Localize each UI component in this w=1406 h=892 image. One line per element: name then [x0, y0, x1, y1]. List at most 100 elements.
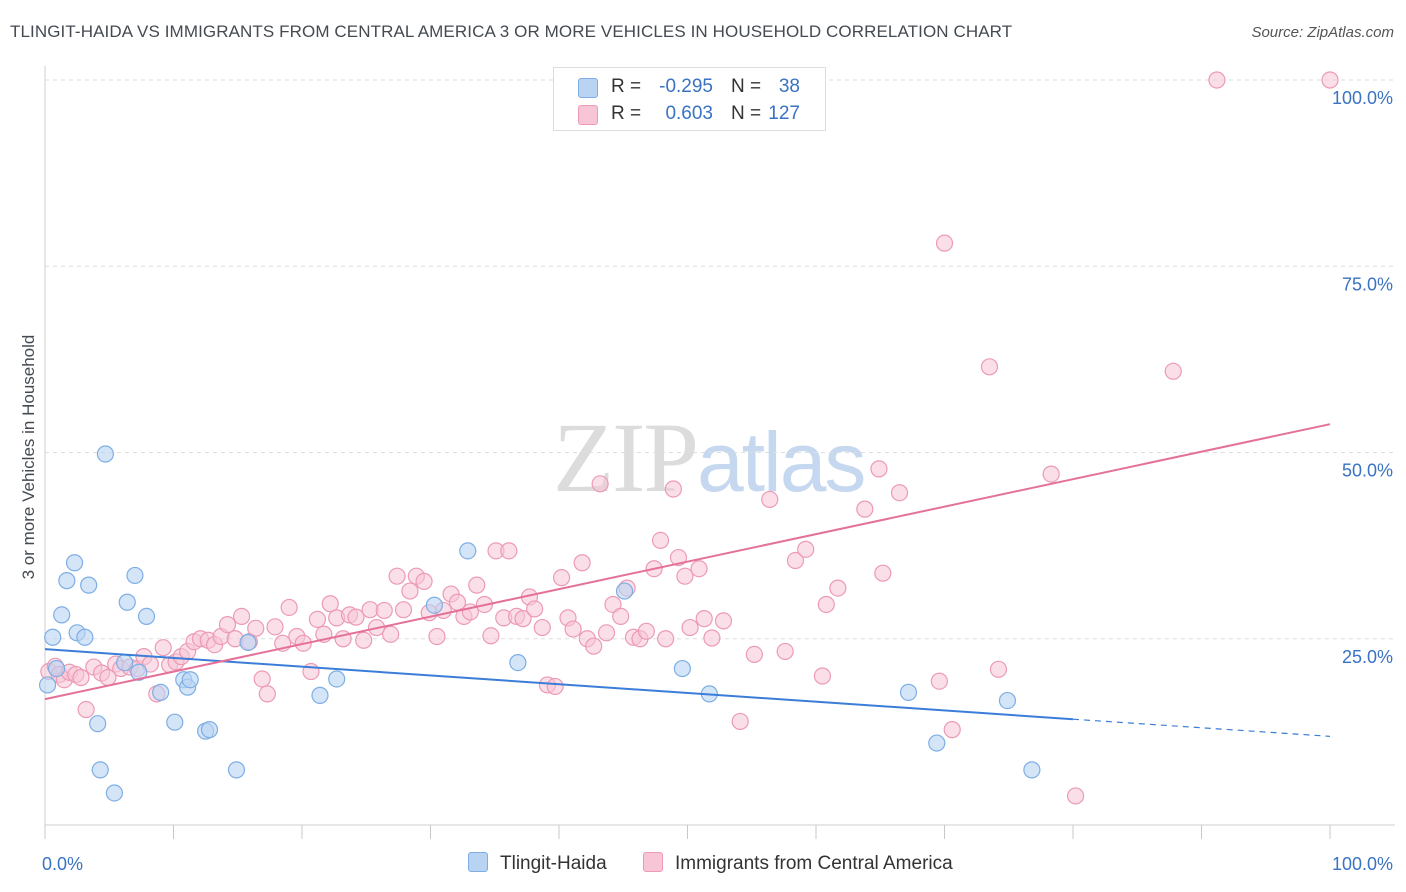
data-point-immigrants — [856, 500, 874, 518]
data-point-immigrants — [552, 569, 571, 587]
data-point-immigrants — [1321, 71, 1339, 89]
legend-row-immigrants: R = 0.603 N = 127 — [554, 101, 825, 127]
data-point-immigrants — [77, 700, 95, 719]
data-point-tlingit — [53, 606, 71, 624]
data-point-immigrants — [870, 460, 888, 478]
data-point-tlingit — [96, 445, 114, 463]
series-tlingit-points — [38, 445, 1041, 802]
data-point-immigrants — [681, 618, 699, 637]
data-point-immigrants — [308, 610, 327, 628]
data-point-immigrants — [585, 637, 603, 655]
data-point-immigrants — [375, 601, 393, 620]
data-point-tlingit — [311, 686, 329, 704]
data-point-immigrants — [669, 548, 688, 567]
data-point-immigrants — [468, 576, 486, 594]
data-point-immigrants — [321, 595, 339, 613]
data-point-immigrants — [253, 670, 271, 688]
y-tick-label: 50.0% — [1342, 461, 1393, 481]
series-legend: Tlingit-Haida Immigrants from Central Am… — [0, 852, 1406, 878]
data-point-tlingit — [76, 628, 94, 646]
data-point-immigrants — [664, 480, 682, 498]
legend-r-label: R = — [611, 76, 642, 97]
data-point-tlingit — [126, 566, 144, 585]
data-point-tlingit — [227, 761, 246, 779]
x-tick-label: 100.0% — [1332, 854, 1393, 874]
data-point-tlingit — [80, 576, 98, 594]
data-point-tlingit — [58, 572, 76, 590]
data-point-immigrants — [1066, 787, 1085, 805]
data-point-immigrants — [695, 610, 713, 628]
data-point-immigrants — [731, 712, 749, 731]
data-point-immigrants — [989, 660, 1008, 678]
data-point-tlingit — [200, 721, 219, 739]
legend-n-value: 38 — [778, 76, 800, 97]
data-point-immigrants — [500, 542, 518, 560]
y-tick-label: 100.0% — [1332, 88, 1393, 108]
data-point-immigrants — [415, 572, 433, 590]
trend-lines — [44, 423, 1331, 737]
legend-swatch-immigrants — [643, 852, 663, 872]
data-point-tlingit — [91, 761, 109, 779]
data-point-tlingit — [130, 663, 148, 681]
data-point-tlingit — [239, 633, 257, 652]
data-point-tlingit — [152, 683, 170, 701]
data-point-immigrants — [813, 667, 832, 685]
data-point-immigrants — [428, 627, 446, 646]
data-point-tlingit — [425, 596, 443, 614]
data-point-immigrants — [651, 531, 670, 550]
data-point-immigrants — [604, 595, 622, 614]
data-point-immigrants — [355, 631, 373, 649]
data-point-tlingit — [328, 670, 346, 688]
data-point-immigrants — [690, 560, 708, 578]
tick-labels: 25.0% 50.0% 75.0% 100.0% 0.0% 100.0% — [42, 88, 1393, 874]
data-point-immigrants — [676, 567, 694, 585]
trend-line-immigrants — [44, 423, 1331, 701]
data-point-tlingit — [459, 542, 477, 560]
data-point-immigrants — [829, 579, 847, 597]
data-point-tlingit — [673, 659, 691, 678]
trend-line-tlingit — [44, 648, 1074, 721]
data-point-tlingit — [89, 715, 107, 733]
data-point-tlingit — [1023, 761, 1041, 779]
data-point-immigrants — [597, 624, 616, 642]
data-point-immigrants — [890, 484, 909, 502]
legend-n-label: N = — [731, 103, 762, 124]
data-point-immigrants — [786, 551, 805, 570]
data-point-immigrants — [714, 612, 733, 630]
legend-r-value: -0.295 — [659, 76, 713, 97]
data-point-immigrants — [612, 607, 630, 626]
legend-label-immigrants: Immigrants from Central America — [675, 853, 953, 874]
y-tick-label: 75.0% — [1342, 274, 1393, 294]
watermark-atlas: atlas — [697, 415, 866, 509]
x-tick-label: 0.0% — [42, 854, 83, 874]
legend-swatch-tlingit — [468, 852, 488, 872]
data-point-immigrants — [247, 619, 265, 637]
data-point-immigrants — [258, 685, 276, 703]
data-point-immigrants — [514, 610, 532, 628]
data-point-immigrants — [154, 639, 172, 657]
series-immigrants-points — [40, 71, 1339, 805]
data-point-immigrants — [1164, 362, 1182, 380]
data-point-immigrants — [657, 630, 675, 648]
data-point-immigrants — [394, 601, 413, 619]
data-point-immigrants — [266, 618, 284, 636]
data-point-immigrants — [573, 554, 591, 572]
data-point-immigrants — [525, 600, 544, 618]
data-point-tlingit — [118, 593, 136, 611]
data-point-tlingit — [65, 554, 84, 572]
data-point-immigrants — [703, 629, 721, 647]
y-tick-label: 25.0% — [1342, 647, 1393, 667]
data-point-immigrants — [280, 598, 298, 617]
data-point-immigrants — [935, 234, 954, 252]
data-point-immigrants — [482, 627, 500, 645]
data-point-tlingit — [899, 683, 918, 701]
data-point-immigrants — [637, 622, 655, 640]
data-point-tlingit — [928, 734, 946, 752]
data-point-immigrants — [1208, 71, 1226, 89]
data-point-tlingit — [47, 659, 66, 678]
data-point-tlingit — [38, 676, 57, 694]
data-point-immigrants — [745, 645, 763, 663]
data-point-immigrants — [546, 677, 564, 696]
data-point-immigrants — [776, 642, 794, 661]
data-point-tlingit — [509, 653, 527, 672]
